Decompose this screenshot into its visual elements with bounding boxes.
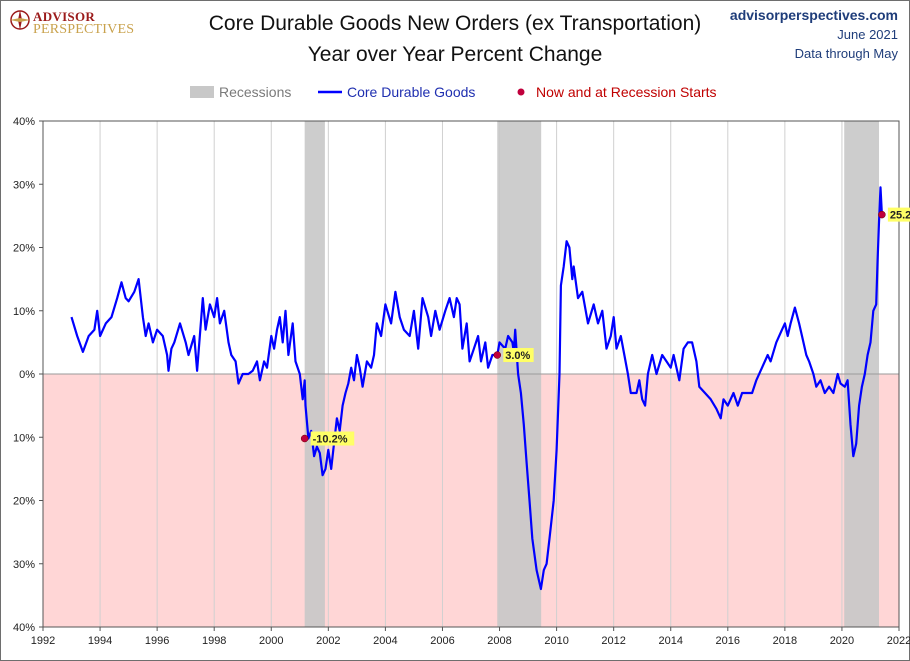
- negative-zone: [43, 374, 899, 627]
- plot-area: 40%30%20%10%0%10%20%30%40%1992 1994 1996 19…: [13, 116, 910, 647]
- y-tick-label: 20%: [13, 243, 35, 255]
- x-tick-label: 2018: [773, 635, 797, 647]
- marker-callout-bg: [887, 207, 910, 222]
- x-tick-label: 2002: [316, 635, 340, 647]
- x-tick-label: 2008: [487, 635, 511, 647]
- x-tick-label: 1996: [145, 635, 169, 647]
- legend-marker-label: Now and at Recession Starts: [536, 84, 717, 100]
- x-tick-label: 2016: [716, 635, 740, 647]
- marker-dot: [300, 434, 309, 443]
- x-tick-label: 1994: [88, 635, 112, 647]
- legend-recession-swatch: [190, 86, 214, 98]
- publish-date: June 2021: [837, 27, 898, 42]
- marker-callout-label: -10.2%: [313, 434, 348, 446]
- marker-callout-bg: [310, 431, 355, 446]
- x-tick-label: 1998: [202, 635, 226, 647]
- y-tick-label: 40%: [13, 116, 35, 128]
- x-tick-label: 2022: [887, 635, 910, 647]
- data-through: Data through May: [794, 46, 898, 61]
- marker-dot: [493, 351, 502, 359]
- marker-dot: [878, 210, 886, 219]
- y-tick-label: 30%: [13, 179, 35, 191]
- y-tick-label: 40%: [13, 622, 35, 634]
- chart-title-line1: Core Durable Goods New Orders (ex Transp…: [208, 12, 702, 35]
- x-tick-label: 2012: [601, 635, 625, 647]
- legend-core-durable-label: Core Durable Goods: [347, 84, 475, 100]
- y-tick-label: 20%: [13, 496, 35, 508]
- y-tick-label: 0%: [19, 369, 35, 381]
- legend-recessions-label: Recessions: [219, 84, 291, 100]
- x-tick-label: 2000: [259, 635, 283, 647]
- compass-icon: [10, 10, 30, 30]
- series-line-core-durable-goods: [70, 186, 883, 591]
- chart-title-line2: Year over Year Percent Change: [307, 43, 603, 66]
- logo-text-perspectives: PERSPECTIVES: [33, 22, 135, 37]
- y-tick-label: 10%: [13, 306, 35, 318]
- x-tick-label: 2020: [830, 635, 854, 647]
- y-tick-label: 30%: [13, 559, 35, 571]
- x-tick-label: 2014: [658, 635, 682, 647]
- logo-text-advisor: ADVISOR: [33, 9, 96, 24]
- x-tick-label: 2010: [544, 635, 568, 647]
- legend-marker-dot: [517, 88, 525, 96]
- marker-callout-label: 25.2%: [890, 210, 910, 222]
- advisor-perspectives-logo: ADVISOR PERSPECTIVES: [7, 7, 137, 37]
- legend: Recessions Core Durable Goods Now and at…: [190, 84, 717, 100]
- site-url[interactable]: advisorperspectives.com: [729, 7, 898, 23]
- x-tick-label: 2006: [430, 635, 454, 647]
- marker-callout-label: 3.0%: [505, 350, 530, 362]
- source-block: advisorperspectives.com June 2021 Data t…: [730, 6, 898, 63]
- marker-callout-bg: [503, 348, 534, 363]
- x-tick-label: 2004: [373, 635, 397, 647]
- y-tick-label: 10%: [13, 432, 35, 444]
- x-tick-label: 1992: [31, 635, 55, 647]
